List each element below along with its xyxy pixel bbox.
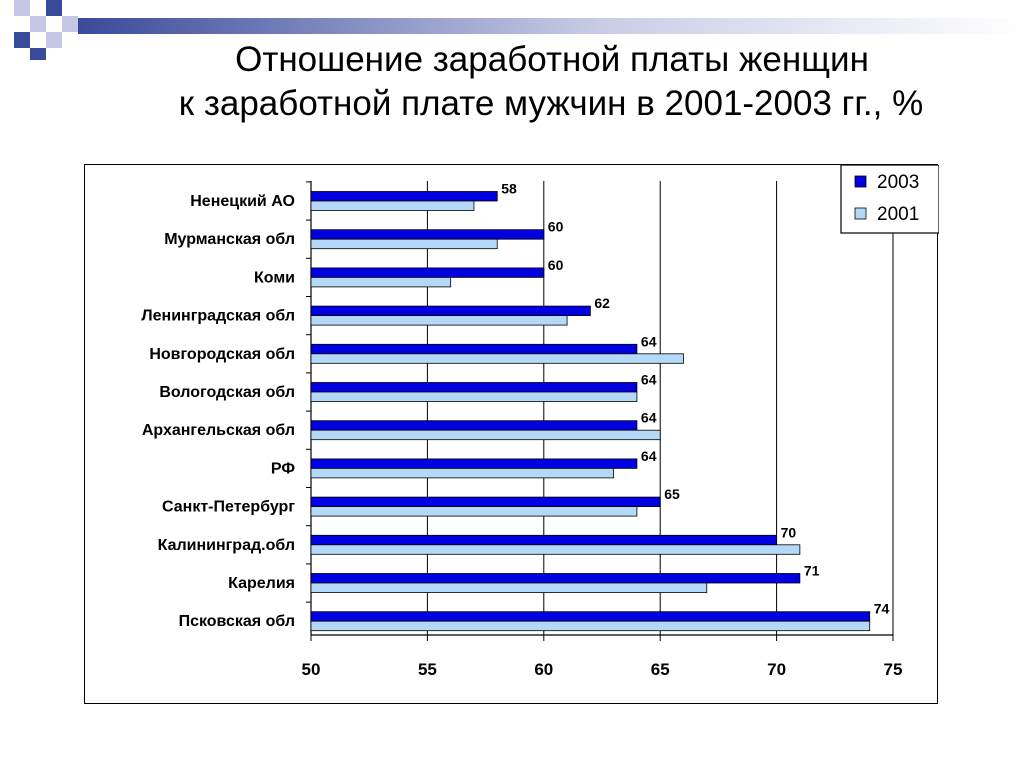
category-label: Мурманская обл xyxy=(164,231,295,248)
data-label-2003: 65 xyxy=(664,486,680,502)
x-tick-label: 65 xyxy=(651,660,670,679)
category-label: Ленинградская обл xyxy=(141,308,295,325)
bar-2001 xyxy=(310,353,684,364)
data-label-2003: 60 xyxy=(548,257,564,273)
bar-2001 xyxy=(310,200,475,211)
legend-label-2001: 2001 xyxy=(877,204,919,225)
category-label: Вологодская обл xyxy=(159,384,295,401)
bar-2001 xyxy=(310,429,661,441)
bar-2001 xyxy=(310,391,638,402)
category-label: РФ xyxy=(271,460,295,477)
bar-2001 xyxy=(310,315,568,326)
bar-2003 xyxy=(310,458,638,469)
data-label-2003: 71 xyxy=(804,563,820,579)
bar-2003 xyxy=(310,267,545,278)
x-tick-label: 60 xyxy=(534,660,553,679)
bar-2001 xyxy=(310,467,615,479)
data-label-2003: 64 xyxy=(641,372,657,388)
bar-2003 xyxy=(310,229,545,240)
bar-2001 xyxy=(310,582,708,593)
x-tick-label: 70 xyxy=(767,660,786,679)
category-label: Архангельская обл xyxy=(142,422,295,439)
data-label-2003: 58 xyxy=(501,181,517,197)
bar-2001 xyxy=(310,277,452,288)
bar-2003 xyxy=(310,343,638,355)
slide-corner-decoration xyxy=(14,0,1024,60)
x-tick-label: 50 xyxy=(302,660,321,679)
bar-2003 xyxy=(310,496,661,508)
data-label-2003: 62 xyxy=(594,295,610,311)
category-label: Коми xyxy=(254,269,295,286)
legend-swatch-2001 xyxy=(854,207,867,220)
bar-2003 xyxy=(310,573,801,584)
data-label-2003: 70 xyxy=(781,524,797,540)
bar-2001 xyxy=(310,544,801,555)
category-label: Новгородская обл xyxy=(149,346,295,363)
data-label-2003: 64 xyxy=(641,333,657,349)
category-label: Санкт-Петербург xyxy=(162,499,295,516)
legend-label-2003: 2003 xyxy=(877,172,919,193)
bar-2003 xyxy=(310,611,871,622)
bar-2001 xyxy=(310,620,871,632)
legend-swatch-2003 xyxy=(854,175,867,188)
data-label-2003: 60 xyxy=(548,219,564,235)
category-label: Псковская обл xyxy=(179,613,295,630)
bar-2003 xyxy=(310,305,591,317)
bar-chart: 50 55 60 65 70 75 Ненецкий АО 58 Мурманская обл 6… xyxy=(141,165,939,679)
slide-title-line-2: к заработной плате мужчин в 2001-2003 гг… xyxy=(178,84,924,123)
bar-2003 xyxy=(310,534,778,546)
data-label-2003: 64 xyxy=(641,410,657,426)
data-label-2003: 64 xyxy=(641,448,657,464)
bar-2001 xyxy=(310,506,638,517)
bar-2001 xyxy=(310,238,498,250)
slide-title-line-1: Отношение заработной платы женщин xyxy=(235,40,869,79)
bar-2003 xyxy=(310,191,498,202)
category-label: Карелия xyxy=(228,575,295,592)
bar-2003 xyxy=(310,382,638,393)
chart-frame: 50 55 60 65 70 75 Ненецкий АО 58 Мурманская обл 6… xyxy=(84,164,939,704)
data-label-2003: 74 xyxy=(874,601,890,617)
category-label: Ненецкий АО xyxy=(190,193,295,210)
x-tick-label: 55 xyxy=(418,660,437,679)
category-label: Калининград.обл xyxy=(158,537,295,554)
bar-2003 xyxy=(310,420,638,431)
x-tick-label: 75 xyxy=(884,660,903,679)
